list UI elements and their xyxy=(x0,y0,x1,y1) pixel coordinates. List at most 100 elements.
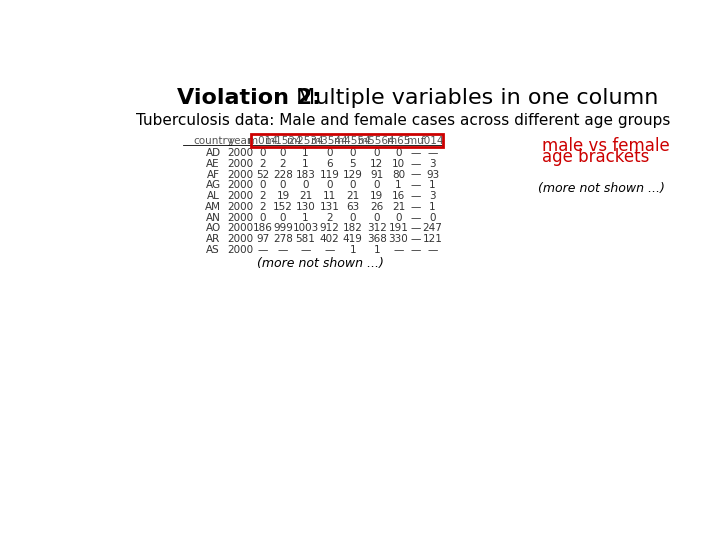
Text: 0: 0 xyxy=(395,148,402,158)
Text: 129: 129 xyxy=(343,170,363,179)
Text: Multiple variables in one column: Multiple variables in one column xyxy=(289,88,658,108)
Text: Violation 2: Multiple variables in one column: Violation 2: Multiple variables in one c… xyxy=(121,88,617,108)
Text: 6: 6 xyxy=(326,159,333,168)
Text: 1: 1 xyxy=(302,213,309,222)
Text: 2000: 2000 xyxy=(228,191,253,201)
Text: 130: 130 xyxy=(296,202,315,212)
Text: 26: 26 xyxy=(370,202,383,212)
Text: 183: 183 xyxy=(295,170,315,179)
Text: 0: 0 xyxy=(260,148,266,158)
Text: 0: 0 xyxy=(280,213,287,222)
Text: 2000: 2000 xyxy=(228,213,253,222)
Text: AL: AL xyxy=(207,191,220,201)
Text: 1: 1 xyxy=(302,159,309,168)
Text: mu: mu xyxy=(407,136,424,146)
Text: Tuberculosis data: Male and female cases across different age groups: Tuberculosis data: Male and female cases… xyxy=(137,112,671,127)
Text: 999: 999 xyxy=(273,224,293,233)
Text: 2000: 2000 xyxy=(228,159,253,168)
Text: 52: 52 xyxy=(256,170,269,179)
Text: 2: 2 xyxy=(279,159,287,168)
Text: 63: 63 xyxy=(346,202,359,212)
Text: —: — xyxy=(410,170,420,179)
Text: 16: 16 xyxy=(392,191,405,201)
Text: 330: 330 xyxy=(389,234,408,244)
Text: 278: 278 xyxy=(273,234,293,244)
Text: 3: 3 xyxy=(429,191,436,201)
Text: 0: 0 xyxy=(349,148,356,158)
Text: —: — xyxy=(410,213,420,222)
Text: 2000: 2000 xyxy=(228,202,253,212)
Text: 2: 2 xyxy=(259,202,266,212)
Text: m014: m014 xyxy=(248,136,278,146)
Text: 182: 182 xyxy=(343,224,363,233)
Text: 247: 247 xyxy=(423,224,443,233)
Text: —: — xyxy=(278,245,288,255)
Text: 131: 131 xyxy=(320,202,339,212)
Text: 912: 912 xyxy=(320,224,339,233)
Text: AD: AD xyxy=(206,148,221,158)
Text: m4554: m4554 xyxy=(334,136,371,146)
Text: 11: 11 xyxy=(323,191,336,201)
Text: 419: 419 xyxy=(343,234,363,244)
Text: 186: 186 xyxy=(253,224,273,233)
Text: AG: AG xyxy=(206,180,221,190)
Text: —: — xyxy=(428,148,438,158)
Text: 121: 121 xyxy=(423,234,443,244)
Text: 19: 19 xyxy=(276,191,289,201)
Text: —: — xyxy=(428,245,438,255)
Text: (more not shown ...): (more not shown ...) xyxy=(257,257,384,271)
Text: 1003: 1003 xyxy=(292,224,318,233)
Text: 21: 21 xyxy=(346,191,359,201)
Text: 1: 1 xyxy=(349,245,356,255)
Text: 402: 402 xyxy=(320,234,339,244)
Text: 2000: 2000 xyxy=(228,245,253,255)
Text: 0: 0 xyxy=(395,213,402,222)
Text: Violation 2:: Violation 2: xyxy=(90,88,234,108)
Text: (more not shown ...): (more not shown ...) xyxy=(538,182,665,195)
Text: —: — xyxy=(410,224,420,233)
Text: 2000: 2000 xyxy=(228,180,253,190)
Text: 5: 5 xyxy=(349,159,356,168)
Text: year: year xyxy=(229,136,252,146)
Text: 2: 2 xyxy=(326,213,333,222)
Text: 1: 1 xyxy=(429,202,436,212)
Text: 0: 0 xyxy=(280,148,287,158)
Text: 0: 0 xyxy=(280,180,287,190)
Text: 80: 80 xyxy=(392,170,405,179)
Text: AE: AE xyxy=(207,159,220,168)
Text: 228: 228 xyxy=(273,170,293,179)
Text: —: — xyxy=(258,245,268,255)
Text: 1: 1 xyxy=(302,148,309,158)
Text: AS: AS xyxy=(207,245,220,255)
Text: 10: 10 xyxy=(392,159,405,168)
Text: 2000: 2000 xyxy=(228,234,253,244)
Text: AF: AF xyxy=(207,170,220,179)
Text: 1: 1 xyxy=(429,180,436,190)
Text: 3: 3 xyxy=(429,159,436,168)
Text: male vs female: male vs female xyxy=(542,137,670,155)
Text: 21: 21 xyxy=(392,202,405,212)
Text: 1: 1 xyxy=(374,245,380,255)
Text: 93: 93 xyxy=(426,170,439,179)
Text: —: — xyxy=(410,191,420,201)
Text: —: — xyxy=(410,202,420,212)
Text: 0: 0 xyxy=(260,213,266,222)
Text: Violation 2:: Violation 2: xyxy=(177,88,321,108)
Text: 312: 312 xyxy=(366,224,387,233)
Text: —: — xyxy=(324,245,335,255)
Text: m5564: m5564 xyxy=(359,136,395,146)
Text: 97: 97 xyxy=(256,234,269,244)
Text: 19: 19 xyxy=(370,191,383,201)
Text: 2000: 2000 xyxy=(228,224,253,233)
Text: 1: 1 xyxy=(395,180,402,190)
Text: 2: 2 xyxy=(259,159,266,168)
Text: 2: 2 xyxy=(259,191,266,201)
Text: 0: 0 xyxy=(374,213,380,222)
Text: 2000: 2000 xyxy=(228,170,253,179)
Text: 0: 0 xyxy=(374,180,380,190)
Text: 12: 12 xyxy=(370,159,383,168)
Text: —: — xyxy=(410,148,420,158)
Text: 0: 0 xyxy=(349,180,356,190)
Text: AM: AM xyxy=(205,202,221,212)
Text: 0: 0 xyxy=(429,213,436,222)
